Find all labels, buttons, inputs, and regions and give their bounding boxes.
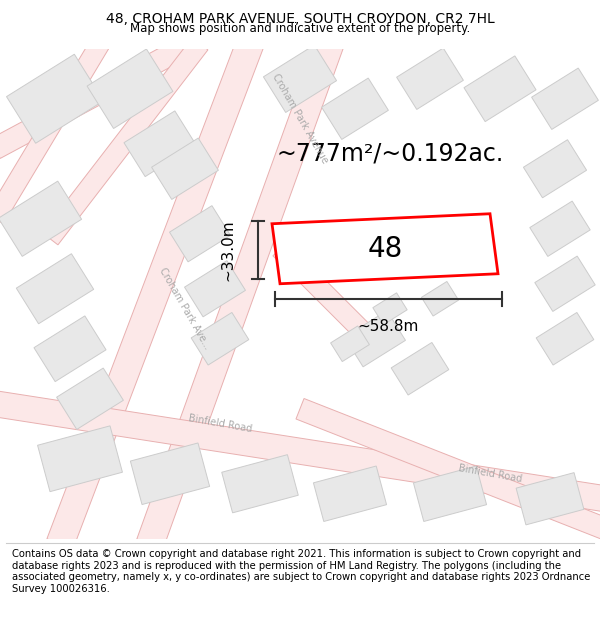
- Polygon shape: [0, 29, 205, 159]
- Text: ~777m²/~0.192ac.: ~777m²/~0.192ac.: [277, 142, 503, 166]
- Polygon shape: [152, 138, 218, 199]
- Polygon shape: [42, 38, 208, 245]
- Polygon shape: [222, 454, 298, 513]
- Polygon shape: [397, 48, 463, 109]
- Polygon shape: [523, 140, 587, 198]
- Text: ~58.8m: ~58.8m: [358, 319, 419, 334]
- Polygon shape: [391, 342, 449, 395]
- Polygon shape: [273, 242, 377, 346]
- Text: Croham Park Avenue: Croham Park Avenue: [270, 72, 330, 166]
- Polygon shape: [137, 39, 343, 549]
- Polygon shape: [322, 78, 388, 139]
- Text: 48: 48: [367, 235, 403, 262]
- Polygon shape: [124, 111, 196, 177]
- Polygon shape: [0, 181, 82, 256]
- Text: ~33.0m: ~33.0m: [221, 219, 235, 281]
- Polygon shape: [535, 256, 595, 311]
- Polygon shape: [344, 311, 406, 367]
- Polygon shape: [170, 206, 230, 262]
- Polygon shape: [421, 281, 458, 316]
- Text: Map shows position and indicative extent of the property.: Map shows position and indicative extent…: [130, 22, 470, 35]
- Polygon shape: [516, 472, 584, 525]
- Text: Croham Park Ave...: Croham Park Ave...: [158, 266, 212, 351]
- Polygon shape: [313, 466, 386, 521]
- Polygon shape: [296, 399, 600, 539]
- Polygon shape: [464, 56, 536, 122]
- Text: Contains OS data © Crown copyright and database right 2021. This information is : Contains OS data © Crown copyright and d…: [12, 549, 590, 594]
- Text: Binfield Road: Binfield Road: [457, 463, 523, 484]
- Polygon shape: [16, 254, 94, 324]
- Polygon shape: [185, 261, 245, 317]
- Polygon shape: [34, 316, 106, 382]
- Polygon shape: [56, 368, 124, 429]
- Polygon shape: [38, 426, 122, 492]
- Polygon shape: [373, 293, 407, 324]
- Polygon shape: [536, 312, 594, 365]
- Polygon shape: [263, 45, 337, 112]
- Polygon shape: [530, 201, 590, 256]
- Polygon shape: [130, 443, 209, 504]
- Polygon shape: [7, 54, 103, 143]
- Polygon shape: [532, 68, 598, 129]
- Polygon shape: [0, 391, 600, 512]
- Polygon shape: [331, 326, 370, 361]
- Polygon shape: [191, 312, 249, 365]
- Polygon shape: [413, 466, 487, 521]
- Text: Binfield Road: Binfield Road: [187, 413, 253, 434]
- Polygon shape: [87, 49, 173, 129]
- Polygon shape: [0, 39, 109, 224]
- Polygon shape: [47, 39, 263, 549]
- Text: 48, CROHAM PARK AVENUE, SOUTH CROYDON, CR2 7HL: 48, CROHAM PARK AVENUE, SOUTH CROYDON, C…: [106, 12, 494, 26]
- Polygon shape: [272, 214, 498, 284]
